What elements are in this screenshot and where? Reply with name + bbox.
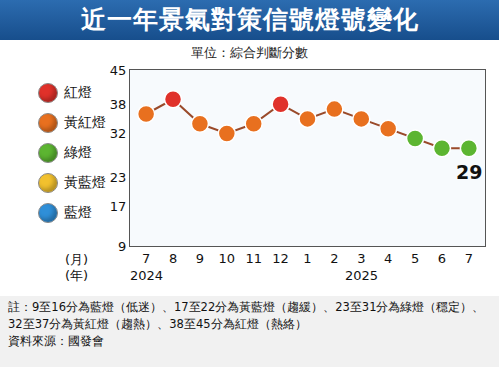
html-text:綠燈: 綠燈 (64, 144, 92, 160)
svg-text:17: 17 (110, 199, 127, 214)
svg-text:(年): (年) (65, 268, 88, 283)
svg-text:5: 5 (411, 251, 419, 266)
svg-text:7: 7 (142, 251, 150, 266)
svg-text:6: 6 (438, 251, 446, 266)
svg-text:9: 9 (118, 239, 126, 254)
svg-text:2024: 2024 (130, 268, 163, 283)
svg-text:1: 1 (303, 251, 311, 266)
svg-text:2: 2 (330, 251, 338, 266)
html-text:藍燈: 藍燈 (64, 204, 92, 220)
svg-text:11: 11 (245, 251, 262, 266)
html-text:黃紅燈: 黃紅燈 (64, 114, 106, 130)
html-text:近一年景氣對策信號燈號變化: 近一年景氣對策信號燈號變化 (80, 5, 419, 34)
svg-text:32: 32 (110, 126, 127, 141)
svg-text:2025: 2025 (345, 268, 378, 283)
html-text:註：9至16分為藍燈（低迷）、17至22分為黃藍燈（趨緩）、: 註：9至16分為藍燈（低迷）、17至22分為黃藍燈（趨緩）、23至31分為綠燈（… (8, 300, 485, 331)
svg-text:7: 7 (465, 251, 473, 266)
svg-text:10: 10 (219, 251, 236, 266)
svg-text:38: 38 (110, 97, 127, 112)
html-text:單位：綜合判斷分數: 單位：綜合判斷分數 (191, 45, 308, 60)
svg-text:23: 23 (110, 170, 127, 185)
svg-text:45: 45 (110, 63, 127, 78)
html-text:資料來源：國發會: 資料來源：國發會 (8, 334, 104, 348)
svg-text:12: 12 (272, 251, 289, 266)
html-text:紅燈: 紅燈 (64, 84, 92, 100)
svg-text:(月): (月) (65, 252, 88, 267)
svg-text:9: 9 (196, 251, 204, 266)
svg-text:29: 29 (456, 161, 482, 183)
svg-text:3: 3 (357, 251, 365, 266)
svg-text:8: 8 (169, 251, 177, 266)
html-text:黃藍燈: 黃藍燈 (64, 174, 106, 190)
svg-text:4: 4 (384, 251, 392, 266)
